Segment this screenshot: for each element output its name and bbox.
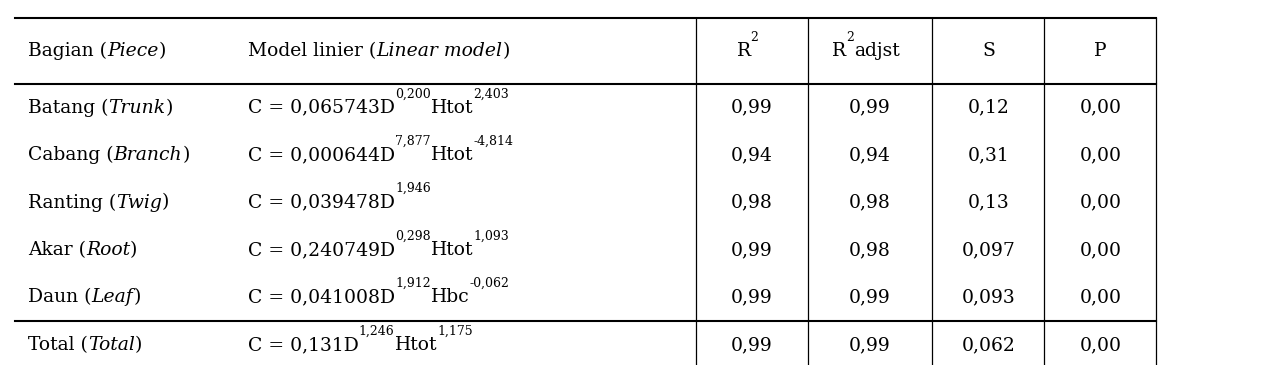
Text: 2: 2 xyxy=(750,31,758,44)
Text: Batang (: Batang ( xyxy=(28,99,108,117)
Text: 2: 2 xyxy=(846,31,854,44)
Text: Htot: Htot xyxy=(431,146,473,164)
Text: C = 0,065743D: C = 0,065743D xyxy=(248,99,396,117)
Text: 0,00: 0,00 xyxy=(1079,288,1122,307)
Text: 1,175: 1,175 xyxy=(438,324,473,338)
Text: 0,99: 0,99 xyxy=(731,99,772,117)
Text: 0,200: 0,200 xyxy=(396,87,431,100)
Text: 0,13: 0,13 xyxy=(968,193,1009,212)
Text: Linear model: Linear model xyxy=(377,42,502,60)
Text: Twig: Twig xyxy=(116,193,162,212)
Text: 0,99: 0,99 xyxy=(731,336,772,354)
Text: ): ) xyxy=(158,42,165,60)
Text: 0,98: 0,98 xyxy=(731,193,772,212)
Text: Htot: Htot xyxy=(431,99,473,117)
Text: Daun (: Daun ( xyxy=(28,288,92,307)
Text: R: R xyxy=(736,42,750,60)
Text: Htot: Htot xyxy=(394,336,438,354)
Text: 0,00: 0,00 xyxy=(1079,146,1122,164)
Text: 0,31: 0,31 xyxy=(968,146,1009,164)
Text: Hbc: Hbc xyxy=(431,288,469,307)
Text: ): ) xyxy=(130,241,137,259)
Text: Ranting (: Ranting ( xyxy=(28,193,116,212)
Text: R: R xyxy=(832,42,846,60)
Text: Leaf: Leaf xyxy=(92,288,134,307)
Text: 1,912: 1,912 xyxy=(396,277,431,290)
Text: Model linier (: Model linier ( xyxy=(248,42,377,60)
Text: 0,99: 0,99 xyxy=(850,99,890,117)
Text: 0,99: 0,99 xyxy=(850,288,890,307)
Text: 0,94: 0,94 xyxy=(850,146,890,164)
Text: 0,00: 0,00 xyxy=(1079,241,1122,259)
Text: 1,946: 1,946 xyxy=(396,182,431,195)
Text: 0,298: 0,298 xyxy=(396,230,431,243)
Text: C = 0,041008D: C = 0,041008D xyxy=(248,288,396,307)
Text: Akar (: Akar ( xyxy=(28,241,86,259)
Text: 0,062: 0,062 xyxy=(962,336,1015,354)
Text: C = 0,240749D: C = 0,240749D xyxy=(248,241,396,259)
Text: Root: Root xyxy=(86,241,130,259)
Text: 0,097: 0,097 xyxy=(962,241,1015,259)
Text: 0,12: 0,12 xyxy=(968,99,1009,117)
Text: adjst: adjst xyxy=(854,42,899,60)
Text: Piece: Piece xyxy=(107,42,158,60)
Text: ): ) xyxy=(134,288,141,307)
Text: ): ) xyxy=(162,193,169,212)
Text: Total (: Total ( xyxy=(28,336,88,354)
Text: Trunk: Trunk xyxy=(108,99,165,117)
Text: 0,00: 0,00 xyxy=(1079,193,1122,212)
Text: ): ) xyxy=(502,42,510,60)
Text: C = 0,000644D: C = 0,000644D xyxy=(248,146,396,164)
Text: -4,814: -4,814 xyxy=(473,135,513,148)
Text: 0,00: 0,00 xyxy=(1079,336,1122,354)
Text: S: S xyxy=(982,42,995,60)
Text: 0,94: 0,94 xyxy=(731,146,772,164)
Text: ): ) xyxy=(182,146,190,164)
Text: 1,093: 1,093 xyxy=(473,230,509,243)
Text: C = 0,039478D: C = 0,039478D xyxy=(248,193,396,212)
Text: Bagian (: Bagian ( xyxy=(28,42,107,60)
Text: Cabang (: Cabang ( xyxy=(28,146,113,164)
Text: 0,00: 0,00 xyxy=(1079,99,1122,117)
Text: Branch: Branch xyxy=(113,146,182,164)
Text: 0,99: 0,99 xyxy=(850,336,890,354)
Text: 7,877: 7,877 xyxy=(396,135,431,148)
Text: 0,093: 0,093 xyxy=(962,288,1015,307)
Text: 0,98: 0,98 xyxy=(850,193,890,212)
Text: Htot: Htot xyxy=(431,241,473,259)
Text: C = 0,131D: C = 0,131D xyxy=(248,336,359,354)
Text: P: P xyxy=(1094,42,1107,60)
Text: 2,403: 2,403 xyxy=(473,87,509,100)
Text: ): ) xyxy=(165,99,173,117)
Text: Total: Total xyxy=(88,336,135,354)
Text: 0,98: 0,98 xyxy=(850,241,890,259)
Text: 0,99: 0,99 xyxy=(731,241,772,259)
Text: ): ) xyxy=(135,336,142,354)
Text: 1,246: 1,246 xyxy=(359,324,394,338)
Text: -0,062: -0,062 xyxy=(469,277,509,290)
Text: 0,99: 0,99 xyxy=(731,288,772,307)
